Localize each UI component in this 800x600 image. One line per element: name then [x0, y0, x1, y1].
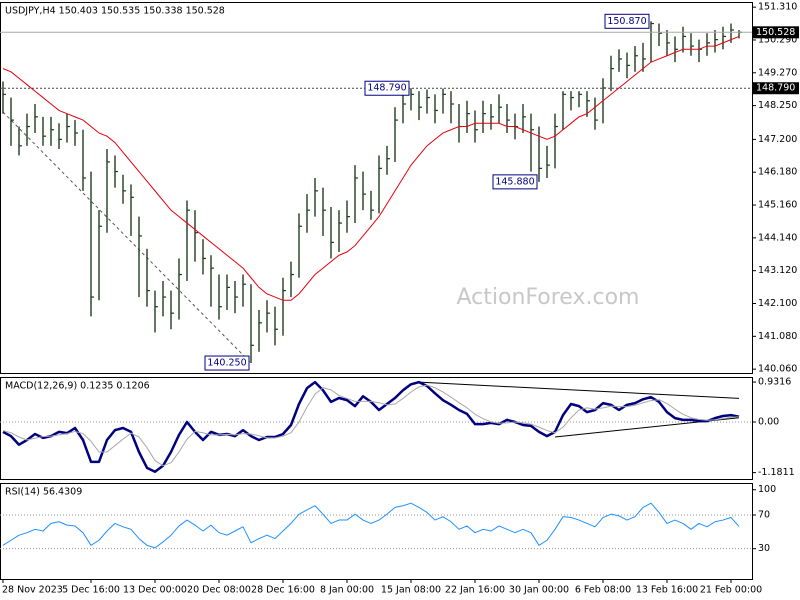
x-tick-label: 20 Dec 08:00: [187, 585, 251, 596]
moving-average: [2, 35, 740, 301]
panel-title: RSI(14) 56.4309: [5, 487, 82, 498]
annotation-label: 145.880: [495, 176, 534, 187]
y-tick-label: 144.140: [758, 232, 797, 243]
last-price-box: [753, 26, 799, 39]
x-tick-label: 30 Jan 00:00: [509, 585, 569, 596]
x-tick-label: 13 Dec 00:00: [123, 585, 187, 596]
annotation-box: [364, 80, 410, 96]
watermark: ActionForex.com: [457, 285, 640, 310]
trend-line: [2, 111, 252, 364]
y-tick-label: 143.120: [758, 265, 797, 276]
x-tick-label: 21 Feb 00:00: [700, 585, 762, 596]
y-tick-label: 30: [758, 543, 770, 554]
y-tick-label: -1.1811: [758, 467, 795, 478]
x-tick-label: 5 Dec 16:00: [62, 585, 120, 596]
panel-frame: [0, 377, 753, 480]
panel-title: USDJPY,H4 150.403 150.535 150.338 150.52…: [5, 6, 225, 17]
panel-frame: [0, 2, 753, 374]
y-tick-label: 141.080: [758, 331, 797, 342]
annotation-box: [492, 174, 538, 190]
annotation-label: 148.790: [367, 83, 406, 94]
y-tick-label: 146.180: [758, 167, 797, 178]
y-tick-label: 151.310: [758, 2, 797, 13]
y-tick-label: 0.00: [758, 417, 779, 428]
y-tick-label: 148.250: [758, 100, 797, 111]
y-tick-label: 149.270: [758, 67, 797, 78]
y-tick-label: 150.290: [758, 34, 797, 45]
y-tick-label: 140.060: [758, 364, 797, 375]
panel-frame: [0, 483, 753, 580]
y-tick-label: 0.9316: [758, 377, 791, 388]
x-tick-label: 15 Jan 08:00: [381, 585, 441, 596]
x-tick-label: 22 Jan 16:00: [445, 585, 505, 596]
y-tick-label: 70: [758, 510, 770, 521]
annotation-label: 140.250: [207, 358, 246, 369]
indicator-line: [2, 502, 740, 549]
trend-line: [418, 381, 740, 399]
x-tick-label: 8 Jan 00:00: [320, 585, 374, 596]
y-tick-label: 100: [758, 484, 776, 495]
indicator-line: [2, 384, 740, 467]
y-tick-label: 145.160: [758, 200, 797, 211]
y-tick-label: 142.100: [758, 298, 797, 309]
x-tick-label: 6 Feb 08:00: [575, 585, 631, 596]
x-tick-label: 13 Feb 16:00: [636, 585, 698, 596]
annotation-label: 150.870: [607, 16, 646, 27]
annotation-box: [204, 355, 250, 371]
level-label: 148.790: [756, 83, 795, 94]
x-tick-label: 28 Nov 2023: [2, 585, 63, 596]
level-label-box: [753, 82, 799, 95]
last-price-label: 150.528: [756, 27, 795, 38]
x-tick-label: 28 Dec 16:00: [251, 585, 315, 596]
panel-title: MACD(12,26,9) 0.1235 0.1206: [5, 381, 150, 392]
y-tick-label: 147.200: [758, 134, 797, 145]
annotation-box: [604, 13, 650, 29]
